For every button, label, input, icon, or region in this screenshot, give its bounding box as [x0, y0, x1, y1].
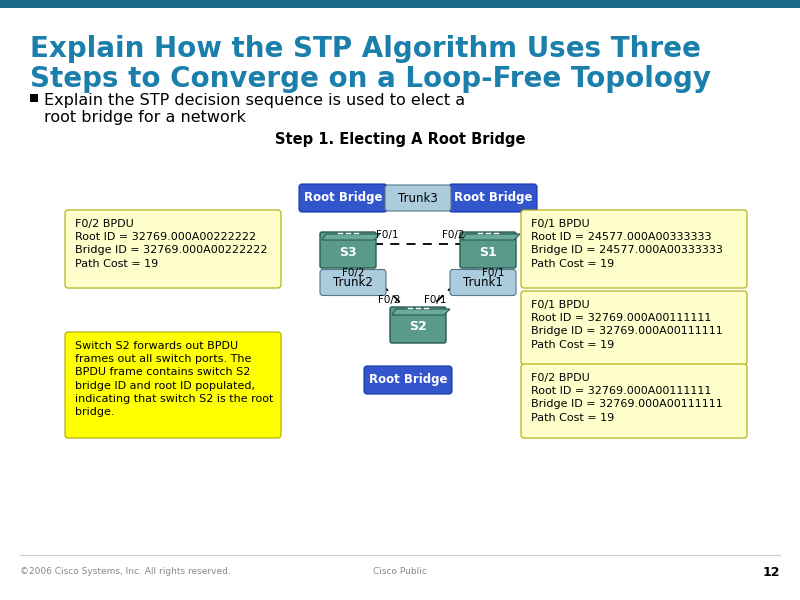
- Text: F0/1: F0/1: [376, 230, 398, 240]
- Polygon shape: [322, 234, 380, 240]
- FancyBboxPatch shape: [521, 291, 747, 365]
- Text: Cisco Public: Cisco Public: [373, 568, 427, 577]
- Text: F0/2 BPDU
Root ID = 32769.000A00111111
Bridge ID = 32769.000A00111111
Path Cost : F0/2 BPDU Root ID = 32769.000A00111111 B…: [531, 373, 722, 422]
- FancyBboxPatch shape: [521, 364, 747, 438]
- Text: F0/1: F0/1: [424, 295, 446, 305]
- FancyBboxPatch shape: [521, 210, 747, 288]
- Text: F0/2: F0/2: [442, 230, 465, 240]
- FancyBboxPatch shape: [390, 307, 446, 343]
- Text: Root Bridge: Root Bridge: [304, 191, 382, 205]
- Text: 12: 12: [762, 565, 780, 578]
- Text: F0/1 BPDU
Root ID = 32769.000A00111111
Bridge ID = 32769.000A00111111
Path Cost : F0/1 BPDU Root ID = 32769.000A00111111 B…: [531, 300, 722, 350]
- Text: S2: S2: [409, 320, 427, 334]
- Polygon shape: [462, 234, 520, 240]
- Text: ©2006 Cisco Systems, Inc. All rights reserved.: ©2006 Cisco Systems, Inc. All rights res…: [20, 568, 230, 577]
- FancyBboxPatch shape: [385, 185, 451, 211]
- Text: Root Bridge: Root Bridge: [369, 373, 447, 386]
- FancyBboxPatch shape: [364, 366, 452, 394]
- Text: F0/2 BPDU
Root ID = 32769.000A00222222
Bridge ID = 32769.000A00222222
Path Cost : F0/2 BPDU Root ID = 32769.000A00222222 B…: [75, 219, 267, 269]
- FancyBboxPatch shape: [299, 184, 387, 212]
- Text: Trunk1: Trunk1: [463, 276, 503, 289]
- Text: Switch S2 forwards out BPDU
frames out all switch ports. The
BPDU frame contains: Switch S2 forwards out BPDU frames out a…: [75, 341, 274, 417]
- Bar: [0, 0, 800, 8]
- Text: Step 1. Electing A Root Bridge: Step 1. Electing A Root Bridge: [274, 132, 526, 147]
- FancyBboxPatch shape: [65, 210, 281, 288]
- FancyBboxPatch shape: [320, 269, 386, 295]
- FancyBboxPatch shape: [65, 332, 281, 438]
- Text: Trunk2: Trunk2: [333, 276, 373, 289]
- FancyBboxPatch shape: [450, 269, 516, 295]
- Text: S3: S3: [339, 245, 357, 259]
- Text: F0/2: F0/2: [342, 268, 365, 278]
- Text: F0/1: F0/1: [482, 268, 505, 278]
- Text: F0/1 BPDU
Root ID = 24577.000A00333333
Bridge ID = 24577.000A00333333
Path Cost : F0/1 BPDU Root ID = 24577.000A00333333 B…: [531, 219, 723, 269]
- Text: S1: S1: [479, 245, 497, 259]
- FancyBboxPatch shape: [449, 184, 537, 212]
- Polygon shape: [392, 309, 450, 315]
- Text: Trunk3: Trunk3: [398, 191, 438, 205]
- Text: root bridge for a network: root bridge for a network: [44, 110, 246, 125]
- Bar: [30, 94, 38, 102]
- Text: Explain How the STP Algorithm Uses Three: Explain How the STP Algorithm Uses Three: [30, 35, 701, 63]
- Text: Steps to Converge on a Loop-Free Topology: Steps to Converge on a Loop-Free Topolog…: [30, 65, 711, 93]
- Text: Explain the STP decision sequence is used to elect a: Explain the STP decision sequence is use…: [44, 93, 465, 108]
- FancyBboxPatch shape: [460, 232, 516, 268]
- Text: Root Bridge: Root Bridge: [454, 191, 532, 205]
- FancyBboxPatch shape: [320, 232, 376, 268]
- Text: F0/2: F0/2: [378, 295, 401, 305]
